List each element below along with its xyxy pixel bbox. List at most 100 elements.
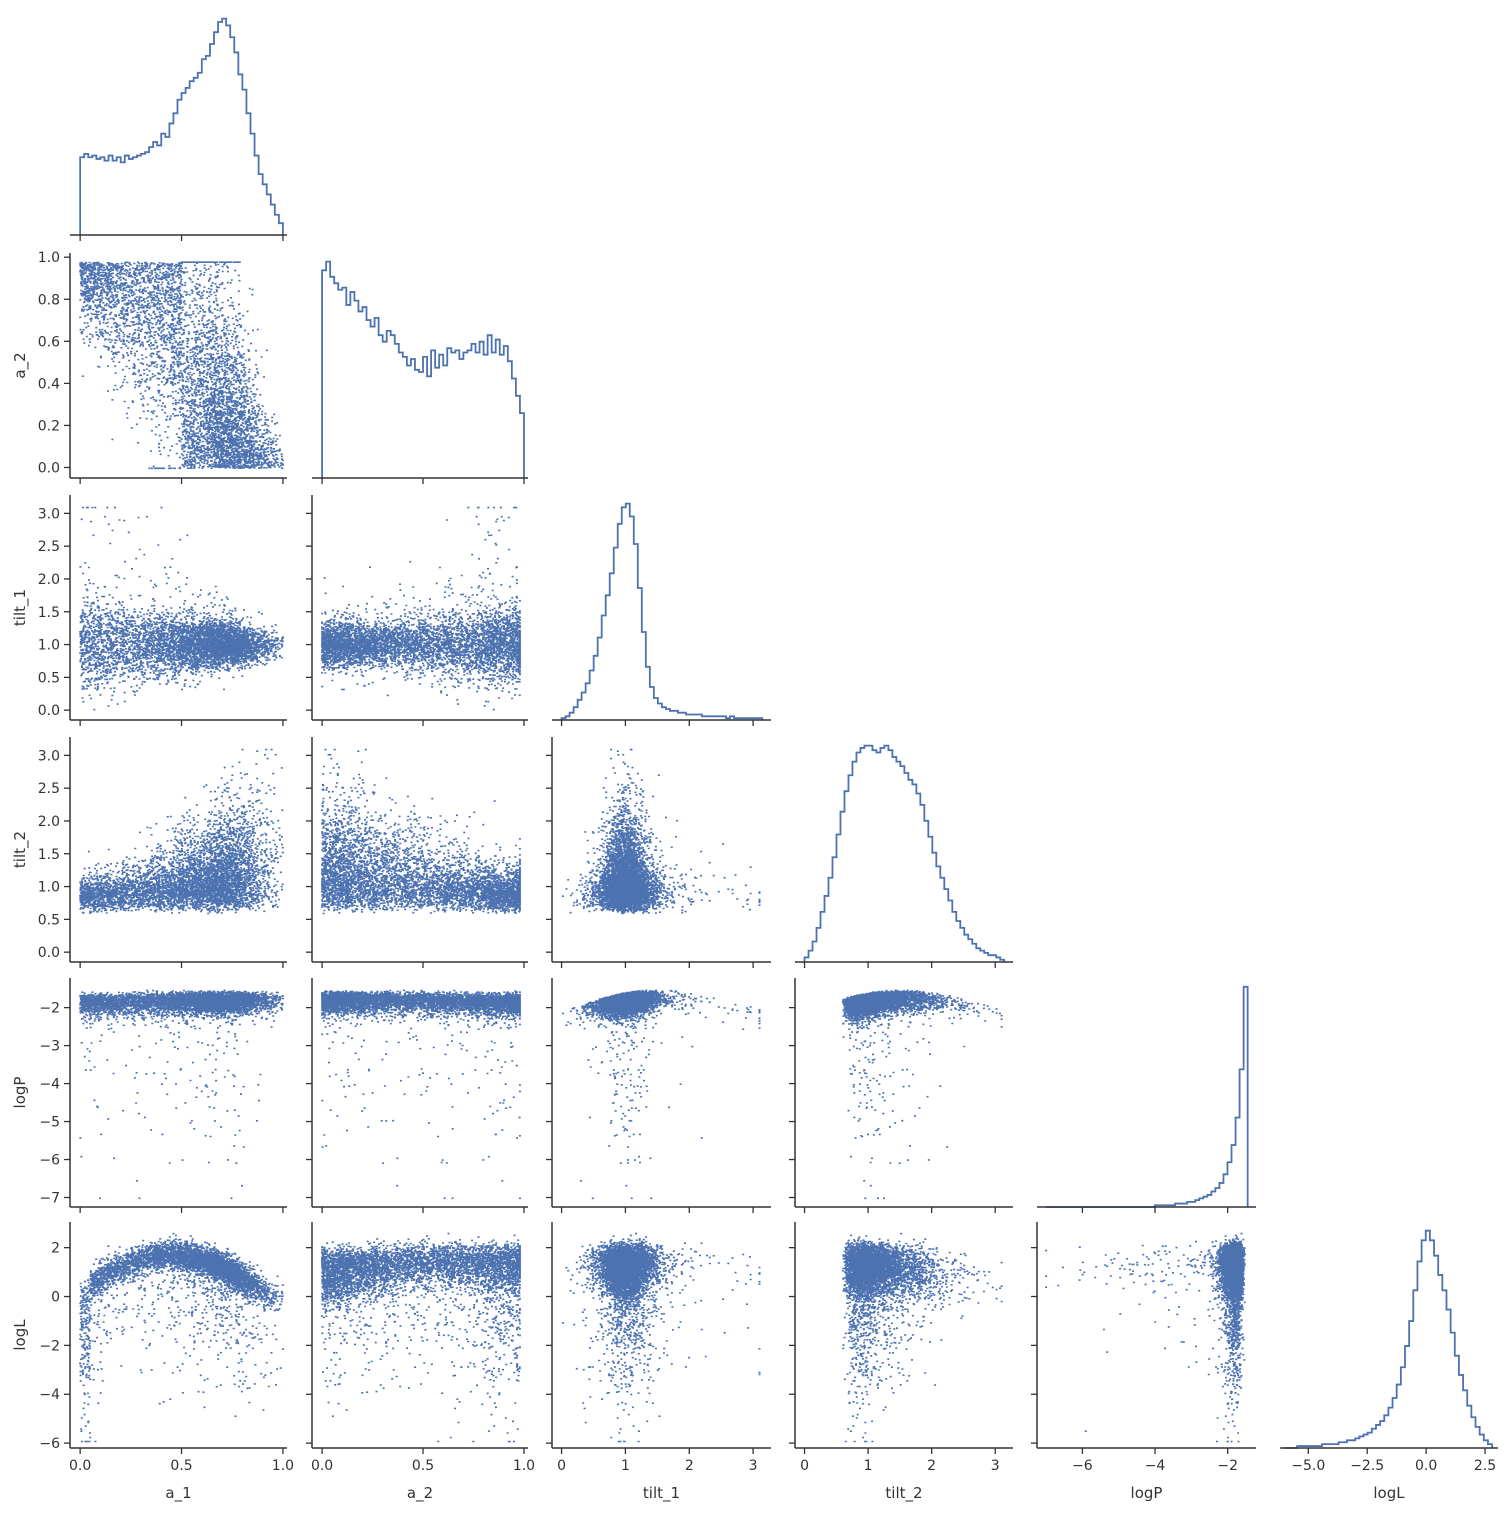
scatter-point-cloud — [79, 989, 284, 1200]
x-tick-label: −4 — [1145, 1458, 1166, 1474]
scatter-points — [321, 1232, 521, 1443]
x-tick-label: 0.0 — [1415, 1458, 1437, 1474]
x-tick-label: −2 — [1217, 1458, 1238, 1474]
x-tick-label: 3 — [749, 1458, 758, 1474]
scatter-point-cloud — [841, 1232, 1003, 1443]
x-tick-label: −6 — [1072, 1458, 1093, 1474]
x-tick-label: 1.0 — [272, 1458, 294, 1474]
y-tick-label: −2 — [39, 1338, 60, 1354]
y-tick-label: 2.5 — [38, 781, 60, 797]
x-tick-label: 2.5 — [1474, 1458, 1496, 1474]
scatter-point-cloud — [561, 748, 761, 915]
scatter-points — [1045, 1232, 1246, 1443]
scatter-point-cloud — [321, 748, 521, 915]
y-tick-label: 0.5 — [38, 670, 60, 686]
x-tick-label: 1.0 — [513, 1458, 535, 1474]
x-axis-label-logL: logL — [1373, 1484, 1405, 1502]
scatter-point-cloud — [321, 1232, 521, 1443]
y-axis-label-tilt_1: tilt_1 — [11, 589, 30, 626]
panel-a_1-vs-a_1 — [70, 17, 287, 241]
x-tick-label: −2.5 — [1350, 1458, 1384, 1474]
scatter-points — [561, 1232, 761, 1443]
x-tick-label: −5.0 — [1291, 1458, 1325, 1474]
y-tick-label: −4 — [39, 1387, 60, 1403]
x-axis-label-a_2: a_2 — [407, 1484, 433, 1503]
x-tick-label: 2 — [927, 1458, 936, 1474]
y-tick-label: 1.0 — [38, 880, 60, 896]
y-tick-label: 2.0 — [38, 572, 60, 588]
panel-logP-vs-a_2 — [306, 978, 528, 1213]
x-tick-label: 0.0 — [69, 1458, 91, 1474]
scatter-points — [321, 989, 521, 1200]
y-tick-label: 1.5 — [38, 847, 60, 863]
x-axis-label-tilt_2: tilt_2 — [885, 1484, 922, 1503]
y-tick-label: −7 — [39, 1191, 60, 1207]
scatter-point-cloud — [321, 506, 521, 711]
panel-logL-vs-tilt_2: 0 1 2 3 — [789, 1222, 1013, 1474]
scatter-points — [79, 989, 284, 1200]
scatter-point-cloud — [79, 261, 284, 470]
panel-logL-vs-tilt_1: 0 1 2 3 — [546, 1222, 771, 1474]
y-tick-label: −3 — [39, 1039, 60, 1055]
histogram-step-tilt_1 — [560, 502, 764, 720]
scatter-point-cloud — [561, 989, 761, 1200]
y-tick-label: −5 — [39, 1115, 60, 1131]
panel-tilt_1-vs-a_1: 0.0 0.5 1.0 1.5 2.0 2.5 3.0 — [38, 495, 287, 726]
y-tick-label: 0 — [51, 1290, 60, 1306]
x-tick-label: 1 — [621, 1458, 630, 1474]
scatter-points — [841, 989, 1003, 1200]
panel-logL-vs-logL: −5.0 −2.5 0.0 2.5 — [1280, 1229, 1498, 1474]
histogram-step-logP — [1046, 985, 1249, 1208]
panel-tilt_2-vs-a_1: 0.0 0.5 1.0 1.5 2.0 2.5 3.0 — [38, 737, 287, 968]
y-tick-label: 1.0 — [38, 638, 60, 654]
y-tick-label: 0.0 — [38, 460, 60, 476]
x-tick-label: 0 — [557, 1458, 566, 1474]
y-tick-label: 0.5 — [38, 912, 60, 928]
x-axis-label-logP: logP — [1131, 1484, 1163, 1502]
y-tick-label: −4 — [39, 1077, 60, 1093]
x-tick-label: 0.0 — [311, 1458, 333, 1474]
panel-tilt_1-vs-a_2 — [306, 495, 528, 726]
histogram-step-logL — [1284, 1229, 1494, 1449]
panel-tilt_1-vs-tilt_1 — [552, 502, 771, 726]
y-tick-label: 2.0 — [38, 814, 60, 830]
y-axis-label-tilt_2: tilt_2 — [11, 831, 30, 868]
panel-a_2-vs-a_2 — [312, 260, 528, 484]
scatter-points — [561, 748, 761, 915]
x-tick-label: 0 — [800, 1458, 809, 1474]
y-tick-label: 2.5 — [38, 539, 60, 555]
scatter-point-cloud — [841, 989, 1003, 1200]
scatter-point-cloud — [79, 506, 284, 711]
y-axis-label-logP: logP — [11, 1077, 29, 1109]
x-tick-label: 0.5 — [170, 1458, 192, 1474]
y-tick-label: 2 — [51, 1241, 60, 1257]
panel-logP-vs-logP — [1037, 985, 1256, 1213]
panel-logP-vs-tilt_1 — [546, 978, 771, 1213]
y-tick-label: 3.0 — [38, 748, 60, 764]
x-tick-label: 3 — [991, 1458, 1000, 1474]
scatter-points — [561, 989, 761, 1200]
histogram-step-a_2 — [321, 260, 525, 478]
scatter-points — [79, 1232, 284, 1443]
scatter-point-cloud — [1045, 1232, 1246, 1443]
scatter-point-cloud — [321, 989, 521, 1200]
scatter-points — [79, 506, 284, 711]
y-tick-label: 0.4 — [38, 376, 60, 392]
x-tick-label: 0.5 — [412, 1458, 434, 1474]
panel-logL-vs-logP: −6 −4 −2 — [1031, 1222, 1256, 1474]
panel-tilt_2-vs-tilt_2 — [795, 744, 1013, 968]
y-tick-label: 0.0 — [38, 703, 60, 719]
panel-logL-vs-a_2: 0.0 0.5 1.0 — [306, 1222, 535, 1474]
y-tick-label: −6 — [39, 1153, 60, 1169]
y-tick-label: 0.8 — [38, 292, 60, 308]
scatter-points — [321, 748, 521, 915]
scatter-point-cloud — [79, 1232, 284, 1443]
y-axis-label-a_2: a_2 — [11, 352, 30, 378]
y-tick-label: 1.5 — [38, 605, 60, 621]
panel-logP-vs-tilt_2 — [789, 978, 1013, 1213]
x-tick-label: 2 — [685, 1458, 694, 1474]
y-tick-label: −2 — [39, 1001, 60, 1017]
scatter-points — [79, 261, 284, 470]
scatter-point-cloud — [79, 748, 284, 915]
y-tick-label: 0.2 — [38, 418, 60, 434]
